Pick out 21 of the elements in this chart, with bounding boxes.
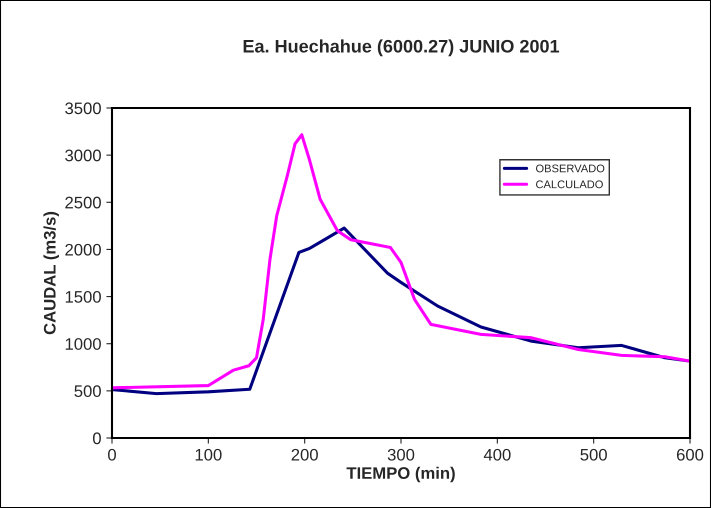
x-tick-label: 500: [580, 448, 607, 461]
x-tick-label: 100: [196, 448, 222, 461]
x-tick-label: 400: [484, 448, 511, 461]
x-tick-label: 200: [292, 448, 318, 461]
y-tick-label: 1000: [66, 338, 101, 350]
x-tick-label: 600: [676, 448, 704, 461]
chart-title: Ea. Huechahue (6000.27) JUNIO 2001: [244, 39, 560, 56]
legend-label: CALCULADO: [536, 180, 603, 188]
y-tick-label: 500: [74, 385, 101, 398]
x-tick-label: 0: [108, 448, 116, 461]
y-tick-label: 1500: [66, 290, 101, 303]
y-tick-label: 0: [92, 432, 101, 444]
y-axis-title: CAUDAL (m3/s): [43, 212, 59, 334]
x-axis-title: TIEMPO (min): [346, 466, 455, 482]
line-series: [112, 133, 690, 390]
y-tick-label: 2500: [65, 196, 101, 208]
y-tick-label: 2000: [65, 244, 101, 256]
y-tick-label: 3500: [65, 102, 101, 114]
x-tick-label: 300: [388, 448, 414, 461]
y-tick-label: 3000: [65, 150, 101, 162]
legend-label: OBSERVADO: [536, 164, 604, 172]
